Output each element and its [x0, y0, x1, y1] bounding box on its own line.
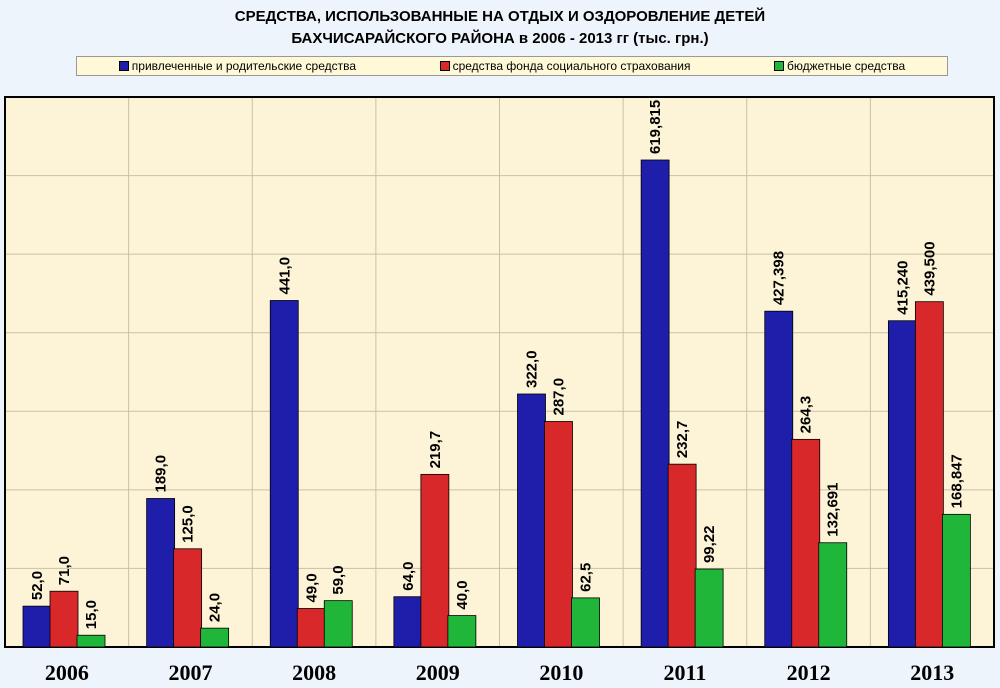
bar-budget-2006	[76, 634, 106, 648]
chart-title-line1: СРЕДСТВА, ИСПОЛЬЗОВАННЫЕ НА ОТДЫХ И ОЗДО…	[234, 8, 766, 25]
legend-label-budget: бюджетные средства	[787, 59, 906, 73]
bar-budget-2007	[200, 627, 230, 648]
data-label: 15,0	[83, 600, 100, 629]
data-label: 24,0	[207, 593, 224, 622]
bar-social-fund-2011	[667, 463, 697, 648]
data-label: 40,0	[454, 580, 471, 609]
data-label: 99,22	[701, 525, 718, 563]
data-label: 439,500	[921, 241, 938, 295]
data-label: 59,0	[330, 565, 347, 594]
legend-label-social-fund: средства фонда социального страхования	[452, 59, 691, 73]
chart-legend: привлеченные и родительские средства сре…	[76, 56, 948, 76]
data-label: 219,7	[427, 431, 444, 469]
bar-parental-2007	[146, 498, 176, 648]
bar-social-fund-2010	[544, 421, 573, 648]
bar-parental-2011	[640, 159, 670, 648]
bar-budget-2012	[818, 542, 848, 648]
data-label: 168,847	[948, 454, 965, 508]
data-label: 52,0	[29, 571, 46, 600]
bar-parental-2008	[269, 300, 299, 648]
legend-swatch-green	[774, 61, 785, 71]
legend-swatch-blue	[118, 61, 129, 71]
data-label: 322,0	[524, 350, 541, 388]
data-label: 64,0	[400, 562, 417, 591]
x-tick-label: 2011	[664, 660, 707, 685]
plot-frame	[4, 96, 995, 648]
data-label: 49,0	[303, 573, 320, 602]
data-label: 71,0	[56, 556, 73, 585]
bar-parental-2012	[764, 310, 794, 648]
data-label: 189,0	[153, 455, 170, 493]
bar-social-fund-2006	[49, 590, 79, 648]
bar-parental-2010	[517, 393, 546, 648]
bar-budget-2008	[323, 600, 353, 648]
bar-parental-2006	[22, 605, 52, 648]
x-tick-label: 2013	[910, 660, 954, 685]
data-label: 427,398	[771, 251, 788, 305]
data-label: 62,5	[578, 563, 595, 592]
data-label: 132,691	[825, 483, 842, 537]
data-label: 415,240	[894, 261, 911, 315]
data-label: 619,815	[647, 100, 664, 154]
data-label: 264,3	[798, 396, 815, 434]
bar-budget-2013	[941, 513, 971, 648]
bar-social-fund-2012	[791, 438, 821, 648]
x-tick-label: 2008	[292, 660, 336, 685]
data-label: 287,0	[551, 378, 568, 416]
bar-budget-2011	[694, 568, 724, 648]
bar-budget-2009	[447, 615, 477, 648]
legend-item-budget: бюджетные средства	[774, 59, 905, 73]
legend-swatch-red	[439, 61, 450, 71]
bar-parental-2009	[393, 596, 423, 648]
data-label: 441,0	[276, 257, 293, 295]
bar-parental-2013	[887, 320, 917, 648]
bar-budget-2010	[571, 597, 600, 648]
data-label: 125,0	[180, 505, 197, 543]
legend-label-parental: привлеченные и родительские средства	[131, 59, 357, 73]
x-tick-label: 2012	[787, 660, 831, 685]
legend-item-parental: привлеченные и родительские средства	[118, 59, 357, 73]
x-tick-label: 2009	[416, 660, 460, 685]
chart-title-line2: БАХЧИСАРАЙСКОГО РАЙОНА в 2006 - 2013 гг …	[291, 30, 709, 47]
bar-social-fund-2008	[296, 608, 326, 648]
x-tick-label: 2006	[45, 660, 89, 685]
bar-social-fund-2013	[914, 301, 944, 648]
x-tick-label: 2007	[168, 660, 212, 685]
x-tick-label: 2010	[539, 660, 583, 685]
legend-item-social-fund: средства фонда социального страхования	[439, 59, 691, 73]
bar-social-fund-2007	[173, 548, 203, 648]
data-label: 232,7	[674, 421, 691, 459]
bar-social-fund-2009	[420, 473, 450, 648]
